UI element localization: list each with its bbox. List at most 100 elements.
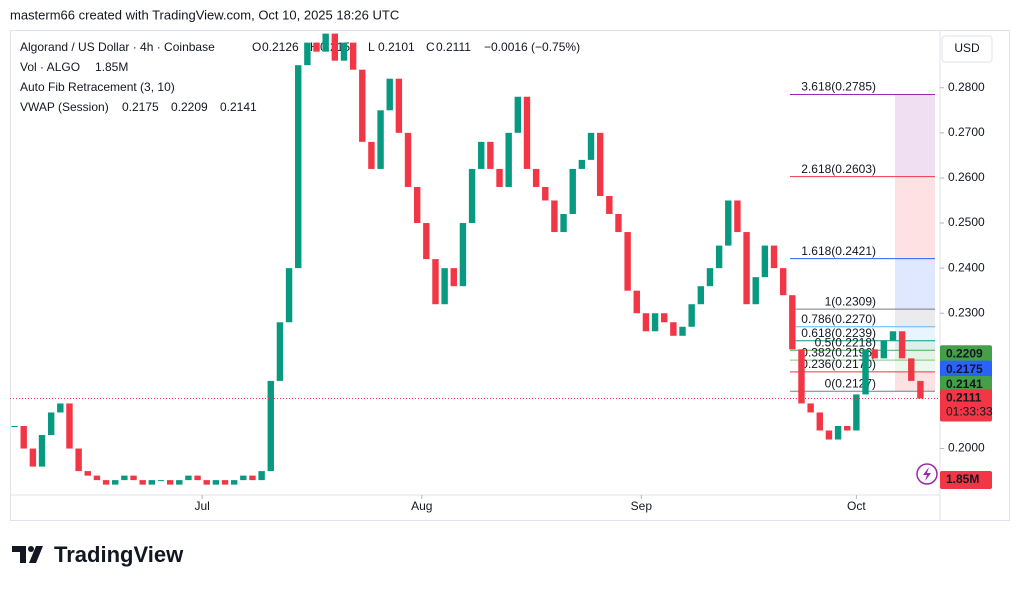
candle bbox=[212, 480, 220, 485]
price-badge-label: 0.2209 bbox=[946, 346, 983, 360]
candle bbox=[542, 186, 549, 201]
fib-label: 3.618(0.2785) bbox=[801, 80, 876, 94]
volume-badge-label: 1.85M bbox=[946, 472, 979, 486]
fib-zone bbox=[895, 360, 935, 372]
candle bbox=[798, 349, 805, 404]
fib-label: 1(0.2309) bbox=[825, 294, 876, 308]
candle bbox=[276, 322, 284, 381]
change: −0.0016 (−0.75%) bbox=[484, 40, 580, 54]
candle bbox=[468, 168, 476, 224]
candle bbox=[93, 475, 101, 481]
candle bbox=[203, 480, 210, 485]
ohlc-value: 0.2101 bbox=[378, 40, 415, 54]
candle bbox=[313, 42, 320, 52]
price-badge-label: 0.2141 bbox=[946, 377, 983, 391]
vwap-value: 0.2209 bbox=[171, 100, 208, 114]
y-tick-label: 0.2400 bbox=[948, 260, 985, 274]
candle bbox=[496, 168, 503, 187]
candle bbox=[844, 425, 851, 431]
candle bbox=[761, 245, 769, 278]
fib-label: 0.618(0.2239) bbox=[801, 326, 876, 340]
candle bbox=[230, 480, 238, 485]
candle bbox=[404, 132, 412, 187]
candle bbox=[578, 159, 586, 169]
candle bbox=[596, 132, 604, 196]
currency-button[interactable] bbox=[941, 35, 993, 63]
candle bbox=[386, 78, 393, 111]
fib-zone bbox=[895, 350, 935, 361]
candle bbox=[505, 132, 512, 187]
candle bbox=[285, 268, 293, 323]
x-tick-label: Aug bbox=[411, 499, 432, 513]
candle bbox=[560, 214, 567, 233]
candle bbox=[816, 412, 823, 431]
candle bbox=[441, 268, 448, 305]
candle bbox=[395, 78, 403, 133]
vwap-name: VWAP (Session) bbox=[20, 100, 109, 114]
candle bbox=[551, 200, 558, 233]
candle bbox=[11, 425, 18, 427]
candle bbox=[752, 277, 759, 305]
fib-label: 1.618(0.2421) bbox=[801, 244, 876, 258]
candle bbox=[807, 403, 814, 413]
candle bbox=[789, 295, 796, 350]
lightning bbox=[923, 467, 931, 481]
legend: Algorand / US Dollar · 4h · Coinbase O 0.2… bbox=[20, 40, 580, 114]
fib-label: 0.236(0.2170) bbox=[801, 357, 876, 371]
price-badge bbox=[940, 345, 992, 364]
candle bbox=[166, 480, 174, 485]
candle bbox=[450, 268, 457, 287]
candle bbox=[249, 475, 256, 481]
candle bbox=[569, 168, 576, 215]
candle bbox=[331, 33, 339, 61]
fib-zone bbox=[895, 94, 935, 177]
candle bbox=[679, 326, 686, 336]
candle bbox=[368, 141, 375, 169]
fib-zone bbox=[895, 176, 935, 259]
candle bbox=[642, 313, 650, 332]
y-tick-label: 0.2800 bbox=[948, 80, 985, 94]
candle bbox=[898, 331, 906, 359]
candle bbox=[478, 141, 485, 169]
candle bbox=[47, 412, 55, 436]
candle bbox=[615, 214, 622, 233]
volume-badge bbox=[940, 471, 992, 489]
candle bbox=[359, 69, 366, 142]
y-tick-label: 0.2500 bbox=[948, 215, 985, 229]
brand: TradingView bbox=[54, 542, 184, 567]
candle bbox=[432, 259, 439, 305]
candle bbox=[487, 141, 494, 169]
fib-zone bbox=[895, 309, 935, 327]
fib-zone bbox=[895, 258, 935, 310]
candle bbox=[340, 42, 348, 61]
candle bbox=[413, 186, 421, 224]
candle bbox=[770, 245, 778, 269]
candle bbox=[20, 425, 27, 449]
candle bbox=[29, 448, 37, 467]
candle bbox=[349, 42, 357, 70]
candle bbox=[688, 304, 695, 327]
fib-zone bbox=[895, 371, 935, 392]
candle bbox=[176, 480, 183, 485]
countdown: 01:33:33 bbox=[946, 405, 993, 419]
candle bbox=[917, 380, 924, 399]
candle bbox=[102, 480, 110, 485]
vwap-value: 0.2141 bbox=[220, 100, 257, 114]
volume-name: Vol · ALGO bbox=[20, 60, 80, 74]
candle bbox=[112, 480, 119, 485]
candle bbox=[606, 195, 613, 215]
candle bbox=[523, 96, 531, 169]
x-tick-label: Sep bbox=[631, 499, 653, 513]
candle bbox=[624, 232, 631, 291]
candle bbox=[130, 475, 137, 481]
candle bbox=[75, 448, 82, 472]
candle bbox=[825, 430, 833, 440]
candle bbox=[148, 480, 156, 485]
candle bbox=[267, 380, 274, 472]
y-tick-label: 0.2600 bbox=[948, 170, 985, 184]
x-tick-label: Oct bbox=[847, 499, 866, 513]
chart-frame bbox=[10, 30, 1010, 521]
currency[interactable]: USD bbox=[954, 41, 980, 55]
candle bbox=[661, 313, 668, 323]
